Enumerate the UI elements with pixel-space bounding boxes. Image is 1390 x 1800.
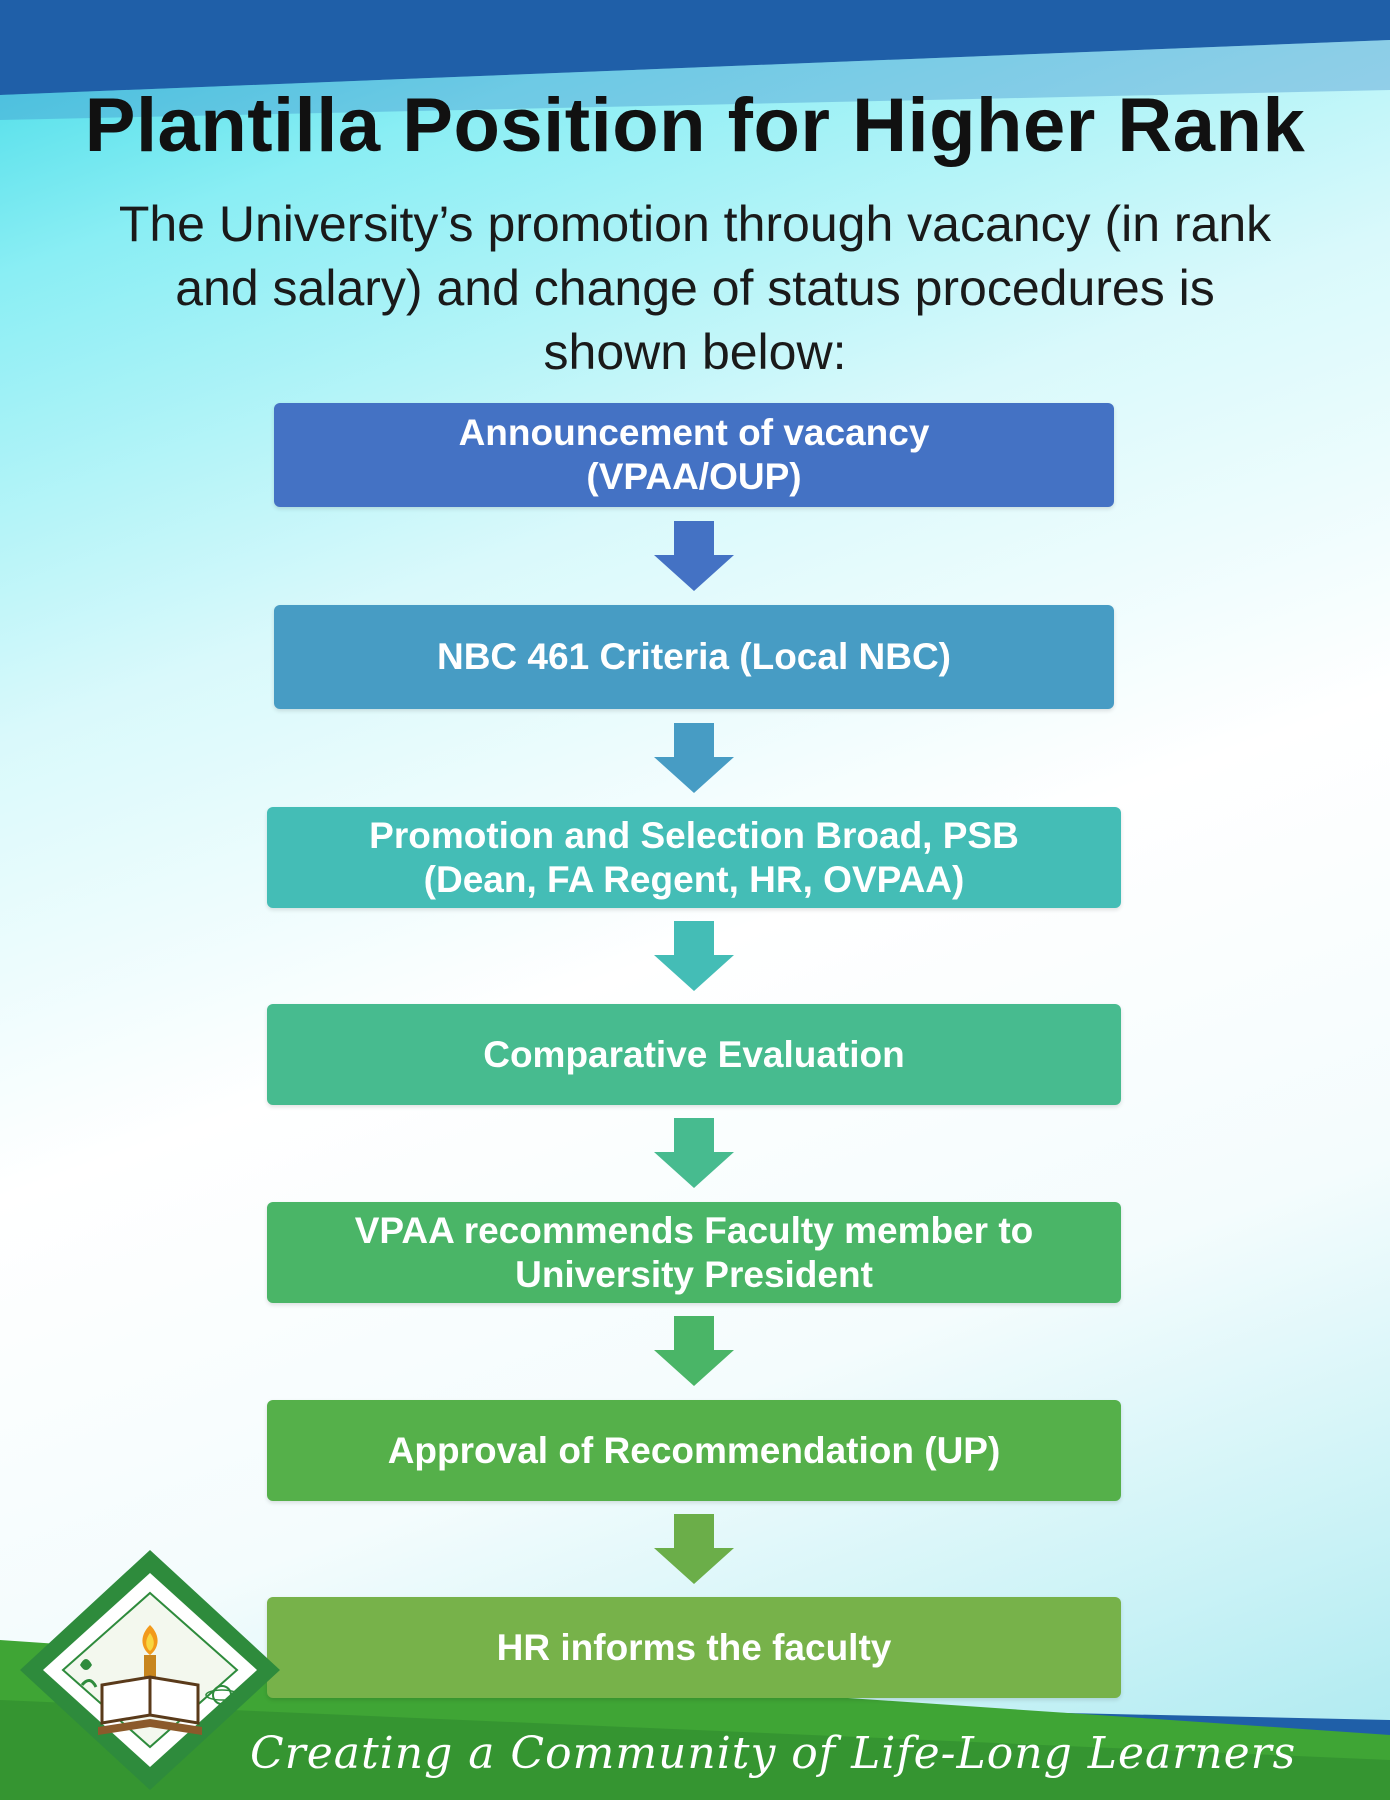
intro-text: The University’s promotion through vacan… <box>45 192 1345 384</box>
down-arrow-icon <box>654 723 734 793</box>
down-arrow-icon <box>654 1118 734 1188</box>
step-hr-informs-faculty: HR informs the faculty <box>267 1597 1121 1698</box>
step-label: (VPAA/OUP) <box>586 456 802 497</box>
step-label: Announcement of vacancy <box>458 412 930 453</box>
step-label: VPAA recommends Faculty member to <box>354 1209 1034 1251</box>
step-label: Promotion and Selection Broad, PSB <box>369 814 1019 856</box>
intro-line: and salary) and change of status procedu… <box>175 260 1215 316</box>
step-label: (Dean, FA Regent, HR, OVPAA) <box>423 858 965 900</box>
step-label: NBC 461 Criteria (Local NBC) <box>436 636 951 677</box>
step-promotion-selection-board: Promotion and Selection Broad, PSB (Dean… <box>267 807 1121 908</box>
down-arrow-icon <box>654 521 734 591</box>
step-announcement-of-vacancy: Announcement of vacancy (VPAA/OUP) <box>274 403 1114 507</box>
down-arrow-icon <box>654 1514 734 1584</box>
step-comparative-evaluation: Comparative Evaluation <box>267 1004 1121 1105</box>
university-seal-logo <box>20 1550 280 1790</box>
page-title: Plantilla Position for Higher Rank <box>84 83 1306 168</box>
step-label: Comparative Evaluation <box>483 1033 905 1075</box>
tagline: Creating a Community of Life-Long Learne… <box>250 1728 1297 1779</box>
step-label: University President <box>515 1253 873 1295</box>
intro-line: The University’s promotion through vacan… <box>118 196 1272 252</box>
down-arrow-icon <box>654 1316 734 1386</box>
step-label: Approval of Recommendation (UP) <box>387 1429 1001 1471</box>
step-vpaa-recommends: VPAA recommends Faculty member to Univer… <box>267 1202 1121 1303</box>
intro-line: shown below: <box>543 324 847 380</box>
step-label: HR informs the faculty <box>496 1626 892 1668</box>
step-approval-of-recommendation: Approval of Recommendation (UP) <box>267 1400 1121 1501</box>
down-arrow-icon <box>654 921 734 991</box>
step-nbc-461-criteria: NBC 461 Criteria (Local NBC) <box>274 605 1114 709</box>
